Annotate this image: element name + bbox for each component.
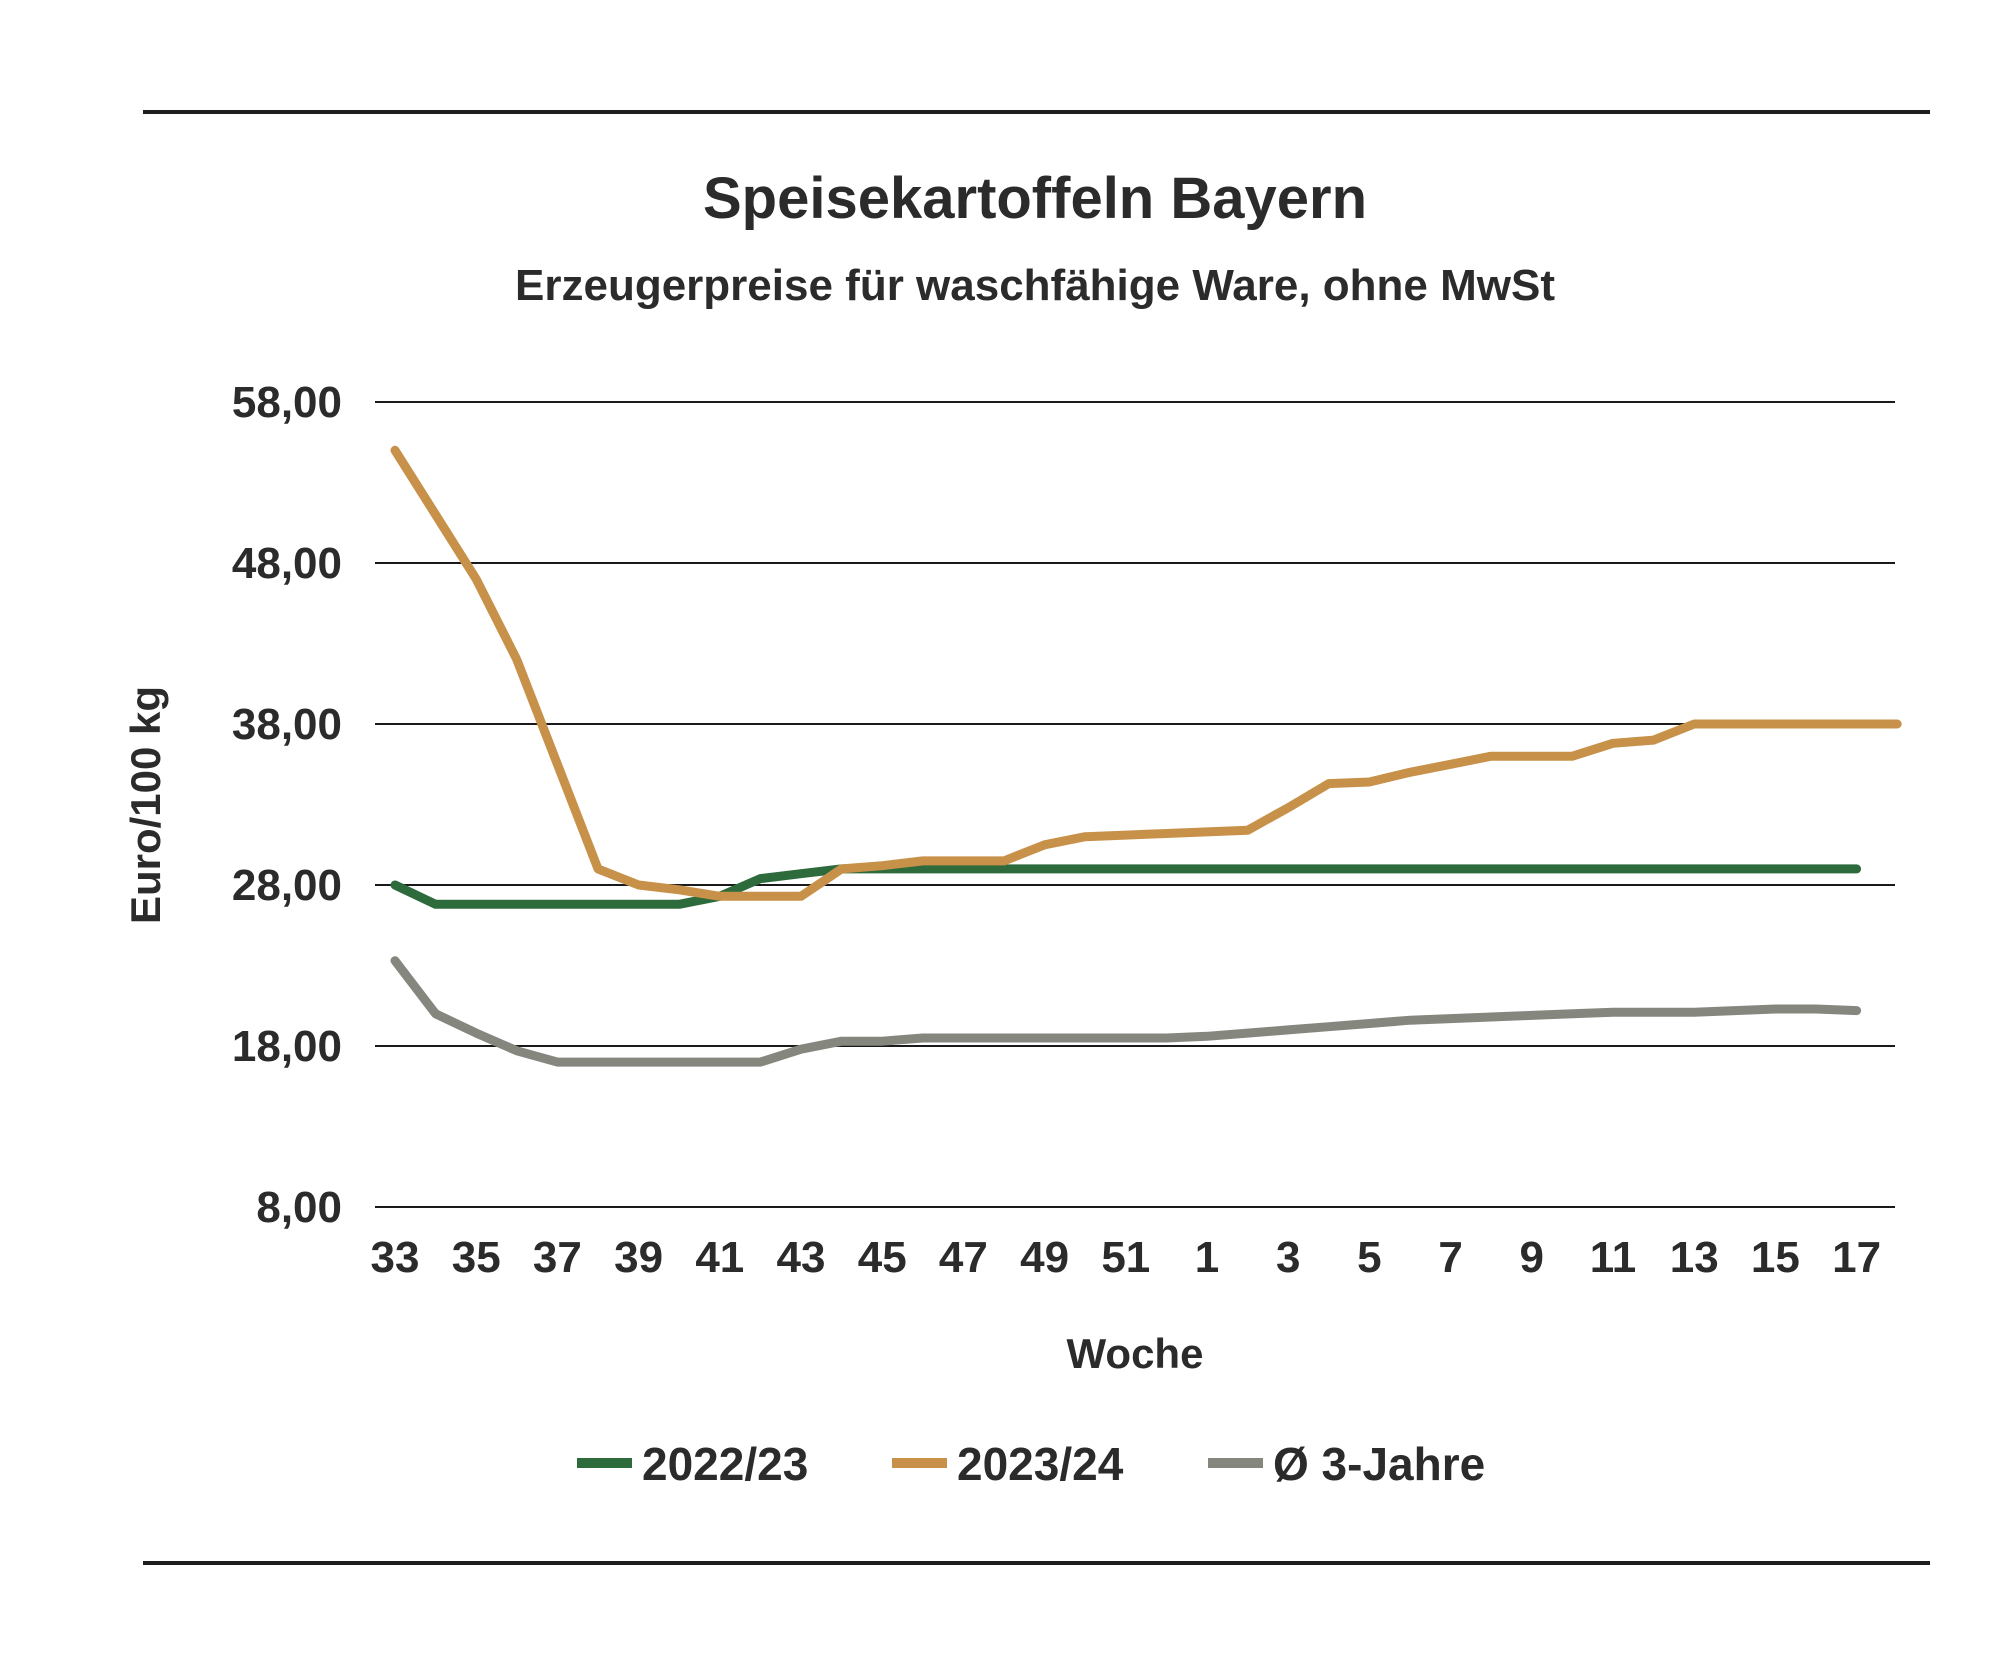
x-tick-label: 51: [1101, 1233, 1150, 1282]
grid-lines: [375, 401, 1895, 1208]
series-lines: [390, 445, 1902, 1067]
x-tick-label: 35: [452, 1233, 501, 1282]
x-tick-label: 15: [1751, 1233, 1800, 1282]
x-tick-labels: 33 35 37 39 41 43 45 47 49 51 1 3 5 7 9 11 13 15 17: [371, 1233, 1882, 1282]
legend-label-2022-23: 2022/23: [642, 1438, 808, 1490]
x-tick-label: 7: [1438, 1233, 1462, 1282]
y-tick-label: 8,00: [256, 1183, 342, 1232]
x-tick-label: 45: [858, 1233, 907, 1282]
legend-label-2023-24: 2023/24: [957, 1438, 1124, 1490]
x-tick-label: 49: [1020, 1233, 1069, 1282]
series-line-0: [390, 864, 1862, 909]
y-tick-label: 38,00: [232, 700, 342, 749]
x-tick-label: 39: [614, 1233, 663, 1282]
x-tick-label: 47: [939, 1233, 988, 1282]
x-tick-label: 1: [1195, 1233, 1219, 1282]
y-tick-label: 58,00: [232, 378, 342, 427]
x-tick-label: 17: [1832, 1233, 1881, 1282]
x-tick-label: 43: [777, 1233, 826, 1282]
y-tick-label: 28,00: [232, 861, 342, 910]
x-tick-label: 41: [695, 1233, 744, 1282]
y-tick-labels: 8,00 18,00 28,00 38,00 48,00 58,00: [232, 378, 342, 1232]
x-tick-label: 9: [1520, 1233, 1544, 1282]
legend-label-3-jahre: Ø 3-Jahre: [1273, 1438, 1485, 1490]
series-line-2: [390, 956, 1862, 1067]
y-axis-label: Euro/100 kg: [122, 686, 169, 924]
legend: 2022/23 2023/24 Ø 3-Jahre: [577, 1438, 1485, 1490]
series-line-1: [390, 445, 1902, 901]
x-tick-label: 37: [533, 1233, 582, 1282]
x-tick-label: 11: [1590, 1233, 1637, 1282]
x-tick-label: 3: [1276, 1233, 1300, 1282]
x-tick-label: 13: [1670, 1233, 1719, 1282]
x-tick-label: 5: [1357, 1233, 1381, 1282]
y-tick-label: 48,00: [232, 539, 342, 588]
chart-title: Speisekartoffeln Bayern: [703, 166, 1367, 231]
y-tick-label: 18,00: [232, 1022, 342, 1071]
x-tick-label: 33: [371, 1233, 420, 1282]
x-axis-label: Woche: [1067, 1330, 1204, 1377]
chart-subtitle: Erzeugerpreise für waschfähige Ware, ohn…: [515, 261, 1555, 310]
